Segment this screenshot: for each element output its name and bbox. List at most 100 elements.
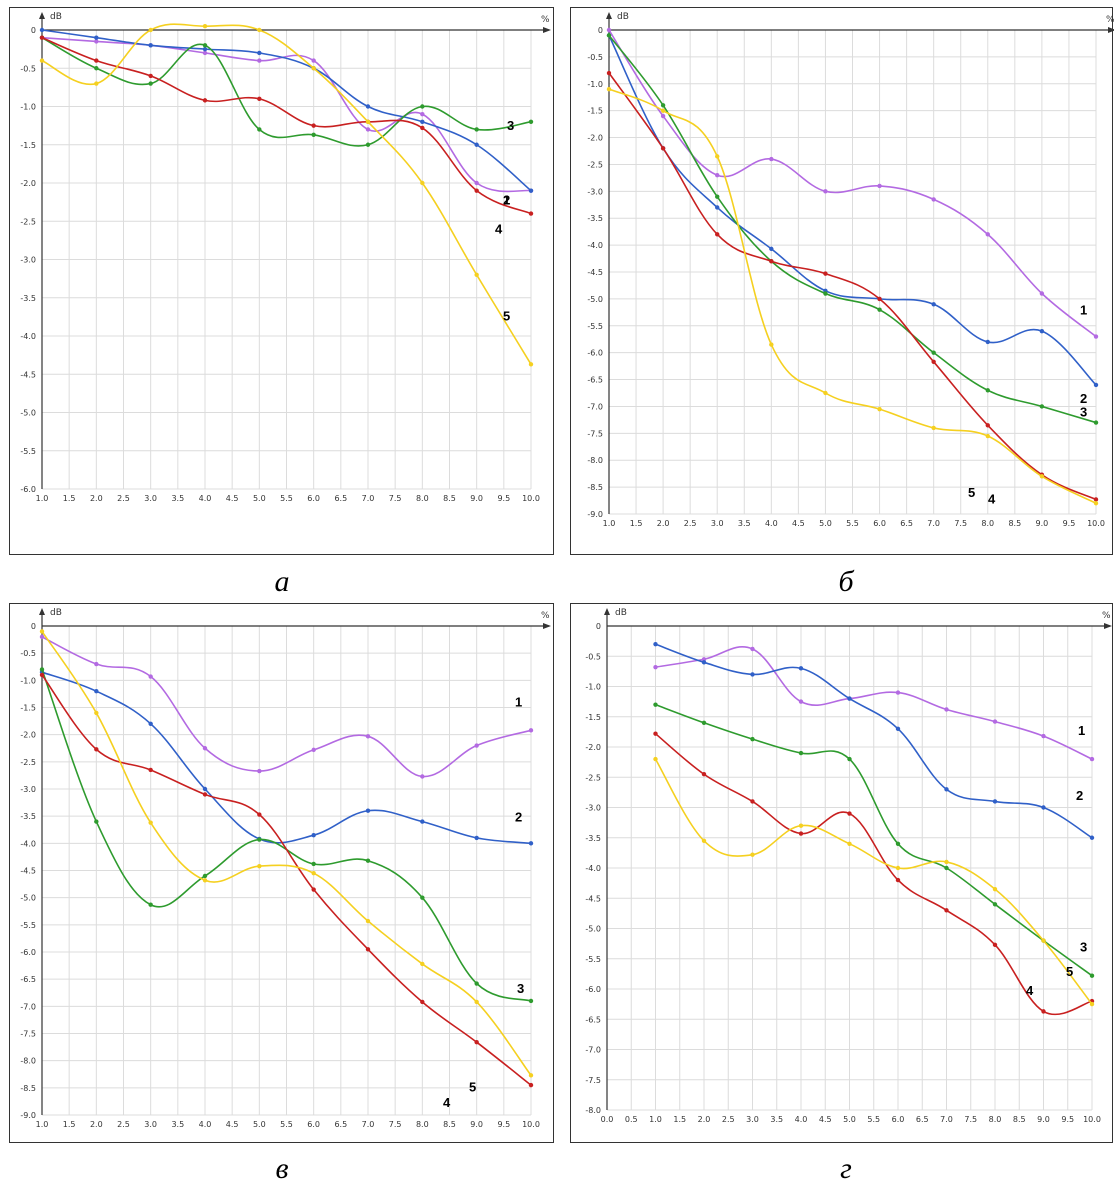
data-point <box>94 747 99 752</box>
data-point <box>992 719 998 724</box>
series-2: 2 <box>653 641 1095 840</box>
series-line <box>41 636 532 778</box>
y-axis-label: dB <box>50 12 62 22</box>
x-tick-label: 1.0 <box>36 494 49 503</box>
data-point <box>528 211 534 216</box>
y-axis-label: dB <box>617 12 629 22</box>
data-point <box>823 271 828 276</box>
x-tick-label: 3.0 <box>144 1120 157 1129</box>
data-point <box>931 197 936 202</box>
data-point <box>39 58 45 63</box>
y-axis-arrow <box>39 608 45 615</box>
data-point <box>750 799 755 804</box>
data-point <box>528 1073 534 1078</box>
y-tick-label: -2.0 <box>20 179 36 188</box>
chart-caption-b: б <box>838 565 854 598</box>
series-label: 5 <box>469 1079 476 1094</box>
x-tick-label: 6.0 <box>892 1115 905 1124</box>
y-tick-label: -4.5 <box>20 867 36 876</box>
series-5: 5 <box>653 756 1095 1007</box>
series-label: 2 <box>503 193 510 208</box>
data-point <box>660 103 666 108</box>
y-tick-label: -4.5 <box>585 894 601 903</box>
data-point <box>653 702 658 707</box>
data-point <box>94 819 99 824</box>
data-point <box>474 180 479 186</box>
series-line <box>654 758 1093 1005</box>
y-axis-label: dB <box>615 608 627 618</box>
x-axis-label: % <box>541 15 550 25</box>
x-tick-label: 8.5 <box>443 1120 456 1129</box>
x-axis-arrow <box>1104 623 1112 629</box>
data-point <box>1089 756 1095 762</box>
series-5: 5 <box>39 23 534 367</box>
series-label: 3 <box>507 118 514 133</box>
y-tick-label: -5.0 <box>20 894 36 903</box>
y-tick-label: -3.0 <box>20 785 36 794</box>
x-tick-label: 7.0 <box>927 519 940 528</box>
data-point <box>823 189 828 194</box>
y-axis-arrow <box>604 608 610 615</box>
series-line <box>41 23 532 365</box>
series-label: 2 <box>1076 788 1083 803</box>
data-point <box>992 942 998 948</box>
data-point <box>257 837 262 842</box>
data-point <box>606 70 612 76</box>
data-point <box>1041 1009 1046 1014</box>
data-point <box>365 858 371 863</box>
x-axis-arrow <box>543 623 551 629</box>
series-label: 3 <box>517 981 524 996</box>
x-tick-label: 2.0 <box>657 519 670 528</box>
x-axis-label: % <box>541 611 550 621</box>
data-point <box>148 73 153 79</box>
y-tick-label: 0 <box>31 622 36 631</box>
data-point <box>798 750 804 756</box>
series-line <box>608 72 1097 501</box>
y-tick-label: -5.0 <box>587 295 603 304</box>
x-axis-arrow <box>543 27 551 33</box>
x-tick-label: 8.5 <box>1013 1115 1026 1124</box>
y-tick-label: -2.5 <box>20 217 36 226</box>
y-tick-label: -0.5 <box>20 64 36 73</box>
data-point <box>1089 835 1095 840</box>
data-point <box>985 433 990 439</box>
data-point <box>474 127 479 132</box>
chart-d: 0.0 0.5 1.0 1.5 2.0 2.5 3.0 3.5 4.0 4.5 5.0 5.5 6.0 6… <box>585 608 1112 1124</box>
data-point <box>202 792 208 797</box>
y-tick-label: -6.0 <box>587 349 603 358</box>
x-tick-label: 9.0 <box>1037 1115 1050 1124</box>
data-point <box>94 81 99 86</box>
x-tick-label: 7.5 <box>389 494 402 503</box>
data-point <box>365 918 371 924</box>
y-tick-label: -6.0 <box>20 485 36 494</box>
x-tick-label: 6.5 <box>334 494 347 503</box>
data-point <box>528 998 534 1004</box>
data-point <box>257 96 262 102</box>
data-point <box>653 731 658 736</box>
series-2: 2 <box>39 27 534 208</box>
series-line <box>654 733 1093 1016</box>
series-5: 5 <box>39 629 534 1094</box>
y-tick-label: -4.0 <box>20 839 36 848</box>
data-point <box>39 629 45 634</box>
y-tick-label: -1.0 <box>20 103 36 112</box>
chart-c: 1.0 1.5 2.0 2.5 3.0 3.5 4.0 4.5 5.0 5.5 6.0 6.5 7.0 7… <box>20 608 551 1129</box>
data-point <box>474 981 479 986</box>
x-tick-label: 1.0 <box>603 519 616 528</box>
data-point <box>895 690 901 695</box>
y-tick-label: -2.0 <box>587 134 603 143</box>
x-tick-label: 2.5 <box>684 519 697 528</box>
x-tick-label: 4.0 <box>795 1115 808 1124</box>
y-tick-label: -1.5 <box>20 704 36 713</box>
x-tick-label: 4.5 <box>226 494 239 503</box>
data-point <box>847 841 852 846</box>
series-3: 3 <box>39 35 534 147</box>
y-tick-label: -8.0 <box>20 1057 36 1066</box>
x-tick-label: 9.5 <box>497 1120 510 1129</box>
data-point <box>257 50 262 56</box>
series-label: 4 <box>1026 983 1034 998</box>
x-axis-label: % <box>1102 611 1111 621</box>
series-2: 2 <box>606 33 1099 406</box>
y-tick-label: -4.0 <box>20 332 36 341</box>
data-point <box>895 841 901 846</box>
